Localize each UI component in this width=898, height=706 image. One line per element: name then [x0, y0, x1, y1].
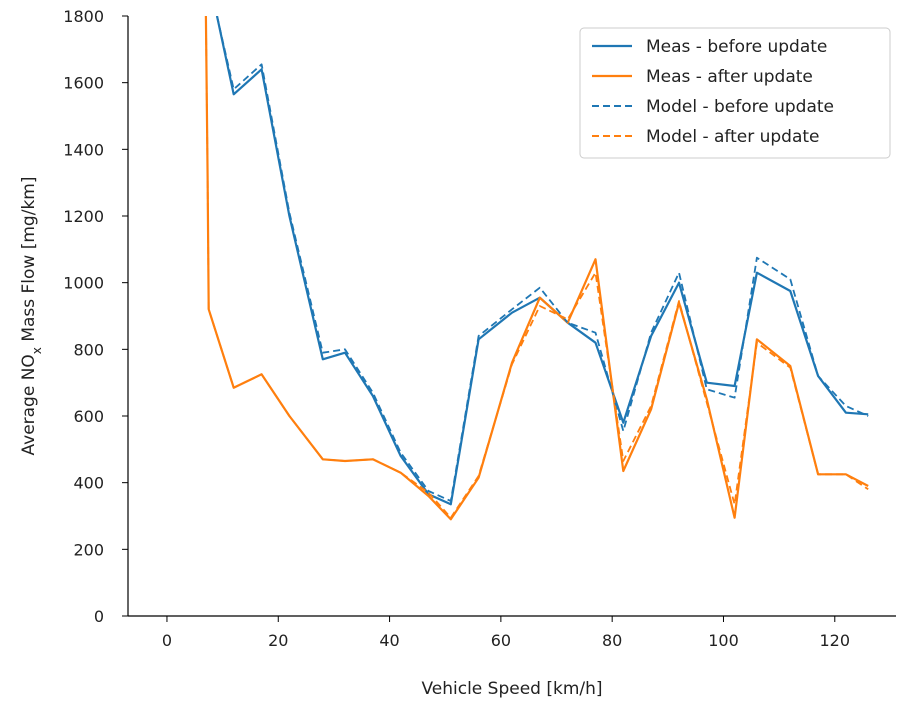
ticks-layer: 0 20 40 60 80 100 1200200400600800100012001400… — [63, 7, 850, 650]
x-tick-label: 60 — [491, 631, 511, 650]
y-tick-label: 800 — [73, 340, 104, 359]
y-tick-label: 1000 — [63, 274, 104, 293]
axes-layer — [127, 16, 896, 617]
x-tick-label: 120 — [820, 631, 851, 650]
y-tick-label: 400 — [73, 474, 104, 493]
y-tick-label: 1400 — [63, 140, 104, 159]
legend-item: Meas - before update — [592, 37, 827, 57]
legend-label: Meas - before update — [646, 37, 827, 57]
series-line-3 — [216, 16, 869, 502]
legend: Meas - before update Meas - after update M… — [579, 27, 891, 159]
x-axis-label: Vehicle Speed [km/h] — [421, 679, 602, 699]
series-layer — [204, 16, 869, 521]
legend-label: Model - before update — [646, 97, 834, 117]
series-line-4 — [205, 16, 869, 519]
legend-box — [579, 27, 891, 159]
y-axis-label-part1: Average NO — [19, 354, 39, 455]
x-tick-label: 80 — [602, 631, 622, 650]
y-tick-label: 200 — [73, 540, 104, 559]
y-tick-label: 1200 — [63, 207, 104, 226]
legend-item: Model - before update — [592, 97, 834, 117]
legend-item: Model - after update — [592, 127, 820, 147]
x-tick-label: 0 — [162, 631, 172, 650]
y-tick-label: 600 — [73, 407, 104, 426]
legend-label: Model - after update — [646, 127, 820, 147]
y-tick-label: 1800 — [63, 7, 104, 26]
y-tick-label: 1600 — [63, 74, 104, 93]
x-tick-label: 20 — [268, 631, 288, 650]
y-axis-label: Average NOx Mass Flow [mg/km] — [19, 177, 44, 456]
legend-item: Meas - after update — [592, 67, 813, 87]
y-axis-label-part2: Mass Flow [mg/km] — [19, 177, 39, 348]
y-tick-label: 0 — [94, 607, 104, 626]
y-axis-label-subscript: x — [30, 347, 44, 354]
x-tick-label: 100 — [708, 631, 739, 650]
x-tick-label: 40 — [379, 631, 399, 650]
legend-label: Meas - after update — [646, 67, 813, 87]
